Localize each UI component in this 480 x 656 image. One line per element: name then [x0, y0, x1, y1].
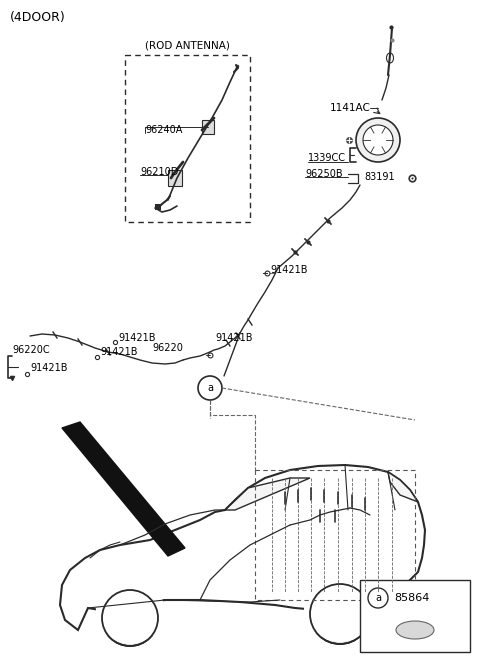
- Text: 91421B: 91421B: [118, 333, 156, 343]
- Text: 91421B: 91421B: [100, 347, 137, 357]
- Text: 96220C: 96220C: [12, 345, 49, 355]
- Circle shape: [310, 584, 370, 644]
- Text: 1339CC: 1339CC: [308, 153, 346, 163]
- Circle shape: [333, 607, 347, 621]
- Circle shape: [124, 612, 136, 624]
- Text: 1141AC: 1141AC: [330, 103, 371, 113]
- Text: (4DOOR): (4DOOR): [10, 12, 66, 24]
- Polygon shape: [62, 422, 185, 556]
- Text: 96250B: 96250B: [305, 169, 343, 179]
- Ellipse shape: [386, 53, 394, 63]
- Text: 91421B: 91421B: [215, 333, 252, 343]
- Circle shape: [112, 600, 148, 636]
- Bar: [125, 55, 250, 222]
- Text: 96210D: 96210D: [140, 167, 179, 177]
- Bar: [255, 470, 415, 600]
- Bar: [360, 580, 470, 652]
- Text: a: a: [375, 593, 381, 603]
- Text: 83191: 83191: [364, 172, 395, 182]
- Polygon shape: [388, 472, 418, 502]
- Circle shape: [368, 588, 388, 608]
- Circle shape: [356, 118, 400, 162]
- Ellipse shape: [396, 621, 434, 639]
- Text: 96240A: 96240A: [145, 125, 182, 135]
- Text: (ROD ANTENNA): (ROD ANTENNA): [145, 41, 230, 51]
- Circle shape: [306, 572, 374, 640]
- Text: 91421B: 91421B: [30, 363, 68, 373]
- Text: a: a: [207, 383, 213, 393]
- Circle shape: [320, 594, 360, 634]
- Polygon shape: [225, 478, 310, 510]
- Circle shape: [102, 590, 158, 646]
- Bar: [168, 170, 182, 186]
- Text: 85864: 85864: [394, 593, 430, 603]
- Polygon shape: [60, 465, 425, 630]
- Circle shape: [198, 376, 222, 400]
- Text: 91421B: 91421B: [270, 265, 308, 275]
- Bar: [202, 120, 214, 134]
- Circle shape: [363, 125, 393, 155]
- Text: 96220: 96220: [152, 343, 183, 353]
- Circle shape: [98, 578, 162, 642]
